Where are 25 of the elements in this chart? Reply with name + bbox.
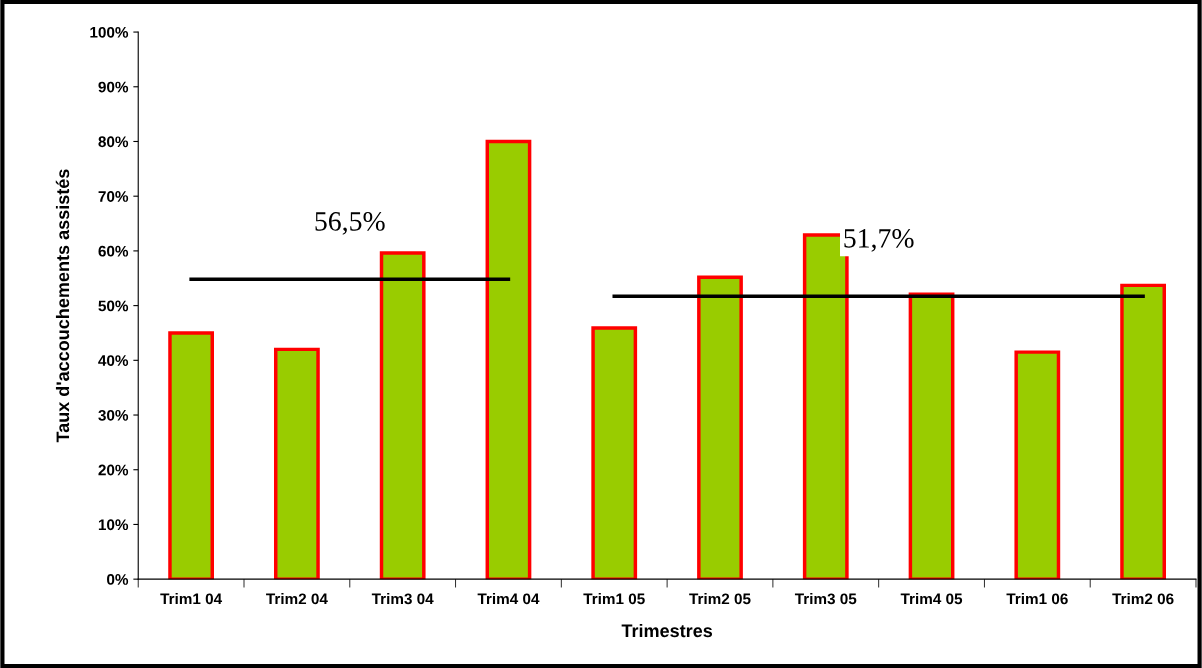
- x-tick-label: Trim3 05: [794, 593, 857, 605]
- x-tick-label: Trim1 06: [1006, 593, 1068, 605]
- y-tick-label: 50%: [98, 300, 129, 312]
- x-tick-label: Trim2 06: [1112, 593, 1174, 605]
- y-axis-title: Taux d'accouchements assistés: [55, 169, 70, 443]
- annotation: 51,7%: [844, 228, 914, 252]
- y-tick-label: 20%: [98, 464, 129, 476]
- x-tick-label: Trim1 05: [583, 593, 645, 605]
- x-tick-label: Trim3 04: [371, 593, 434, 605]
- x-tick-label: Trim4 05: [900, 593, 963, 605]
- y-tick-label: 100%: [90, 26, 129, 38]
- y-tick-label: 60%: [98, 245, 129, 257]
- x-tick-label: Trim4 04: [477, 593, 540, 605]
- x-axis-title: Trimestres: [621, 623, 713, 638]
- x-tick-label: Trim2 05: [689, 593, 751, 605]
- y-tick-label: 0%: [107, 574, 129, 585]
- y-tick-label: 70%: [98, 191, 129, 202]
- y-tick-label: 90%: [98, 81, 129, 93]
- y-tick-label: 10%: [98, 519, 129, 531]
- y-tick-label: 80%: [98, 136, 129, 148]
- x-tick-label: Trim2 04: [266, 593, 328, 605]
- x-tick-label: Trim1 04: [160, 593, 223, 605]
- annotation: 56,5%: [315, 212, 385, 235]
- y-tick-label: 30%: [98, 409, 129, 421]
- y-tick-label: 40%: [98, 355, 129, 367]
